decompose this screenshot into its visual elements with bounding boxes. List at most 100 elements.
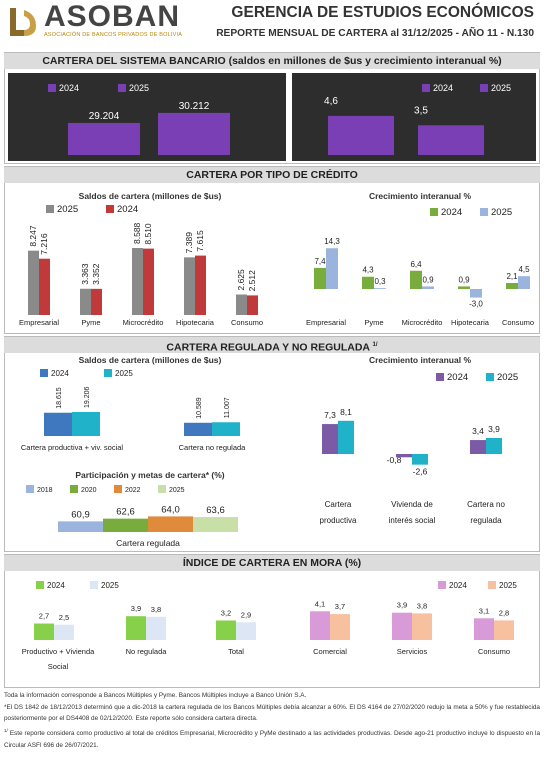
category-label: Pyme	[364, 318, 383, 327]
data-label: -2,6	[413, 467, 428, 477]
category-label: Empresarial	[19, 318, 59, 327]
category-label-line: Productivo + Vivienda	[22, 647, 95, 656]
data-label: 7.389	[184, 232, 194, 254]
legend-label: 2024	[433, 83, 453, 93]
legend-label: 2025	[115, 369, 133, 378]
data-label: 4,3	[362, 266, 374, 275]
data-label: 18.615	[56, 387, 63, 409]
data-label: 8,1	[340, 407, 352, 417]
bar	[132, 248, 143, 315]
legend-label: 2025	[129, 83, 149, 93]
data-label: 0,9	[422, 275, 434, 284]
footnote-2: *El DS 1842 de 18/12/2013 determinó que …	[4, 703, 540, 723]
bar	[184, 422, 212, 436]
data-label: 60,9	[71, 509, 90, 520]
bar	[474, 618, 494, 640]
legend-label: 2020	[81, 487, 97, 494]
category-label-line: productiva	[320, 516, 357, 525]
bar	[338, 420, 354, 454]
legend-label: 2025	[491, 207, 512, 218]
bar	[374, 288, 386, 289]
data-label: 0,9	[458, 275, 470, 284]
data-label: 7.216	[39, 233, 49, 255]
section-tipo-title: CARTERA POR TIPO DE CRÉDITO	[4, 167, 540, 183]
legend-swatch	[104, 369, 112, 377]
section-tipo-box	[4, 166, 540, 334]
bar	[236, 294, 247, 315]
data-label: 14,3	[324, 237, 340, 246]
data-label: 2,7	[39, 612, 49, 621]
chart-sistema-crecimiento: 2024 2025 4,6 3,5	[292, 73, 536, 161]
bar	[148, 516, 193, 532]
category-label: Total	[228, 647, 244, 656]
data-label: 2,1	[506, 272, 518, 281]
bar	[314, 267, 326, 289]
legend-swatch	[90, 581, 98, 589]
section-sistema-box	[4, 52, 540, 164]
bar	[184, 257, 195, 315]
participacion-title: Participación y metas de cartera* (%)	[75, 470, 225, 480]
data-label: 11.007	[224, 397, 231, 418]
data-label: 8.510	[143, 223, 153, 245]
category-label: Cartera regulada	[116, 538, 180, 548]
legend-label: 2024	[59, 83, 79, 93]
data-label: 3,1	[479, 606, 489, 615]
category-label: Cartera no regulada	[179, 443, 247, 452]
tipo-crec-title: Crecimiento interanual %	[368, 191, 472, 201]
data-label: 63,6	[206, 505, 225, 516]
data-label: 3,8	[151, 605, 161, 614]
chart-tipo-crecimiento: 2024 20257,414,3Empresarial4,30,3Pyme6,40…	[306, 207, 534, 327]
bar	[34, 623, 54, 640]
bar	[410, 270, 422, 289]
category-label-line: Cartera	[325, 500, 352, 509]
category-label-line: interés social	[389, 516, 436, 525]
bar	[506, 283, 518, 289]
data-label: 29.204	[89, 111, 120, 122]
data-label: 7,4	[314, 257, 326, 266]
legend-label: 2024	[449, 581, 467, 590]
bar	[91, 288, 102, 315]
data-label: 3,9	[131, 604, 141, 613]
legend-swatch	[46, 205, 54, 213]
data-label: 7.615	[195, 230, 205, 252]
bar	[326, 248, 338, 289]
data-label: 3.352	[91, 263, 101, 285]
category-label: Comercial	[313, 647, 347, 656]
bar	[470, 440, 486, 454]
category-label: Consumo	[478, 647, 510, 656]
bar	[470, 289, 482, 298]
bar	[126, 616, 146, 640]
legend-swatch	[480, 84, 488, 92]
data-label: 10.589	[196, 397, 203, 419]
bar	[28, 250, 39, 315]
data-label: 2,9	[241, 610, 251, 619]
chart-sistema-saldos: 2024 2025 29.204 30.212	[8, 73, 286, 161]
regulada-saldos-title: Saldos de cartera (millones de $us)	[78, 355, 222, 365]
regulada-crec-title: Crecimiento interanual %	[368, 355, 472, 365]
data-label: 8.247	[28, 225, 38, 247]
bar	[158, 112, 230, 155]
bar	[310, 611, 330, 640]
bar	[193, 517, 238, 532]
category-label: Microcrédito	[123, 318, 164, 327]
legend-swatch	[488, 581, 496, 589]
bar	[412, 613, 432, 640]
footnote-3: 1/ Este reporte considera como productiv…	[4, 727, 540, 749]
data-label: 8.588	[132, 222, 142, 244]
data-label: 2.625	[236, 269, 246, 291]
legend-label: 2025	[497, 372, 518, 383]
bar	[418, 125, 484, 155]
bar	[422, 286, 434, 289]
chart-mora-consumo: 2024 2025 4,1 3,7 Comercial 3,9 3,8 Servicios 3,…	[310, 581, 517, 656]
category-label: Empresarial	[306, 318, 346, 327]
legend-label: 2025	[499, 581, 517, 590]
data-label: 2,5	[59, 613, 69, 622]
data-label: 3,9	[397, 601, 407, 610]
legend-label: 2022	[125, 487, 141, 494]
data-label: 62,6	[116, 507, 135, 518]
section-sistema-title: CARTERA DEL SISTEMA BANCARIO (saldos en …	[4, 53, 540, 69]
category-label: Pyme	[81, 318, 100, 327]
chart-regulada-saldos: 2024 2025 18.615 19.206 Cartera productiva +…	[21, 369, 247, 452]
legend-swatch	[436, 373, 444, 381]
bar	[212, 422, 240, 436]
